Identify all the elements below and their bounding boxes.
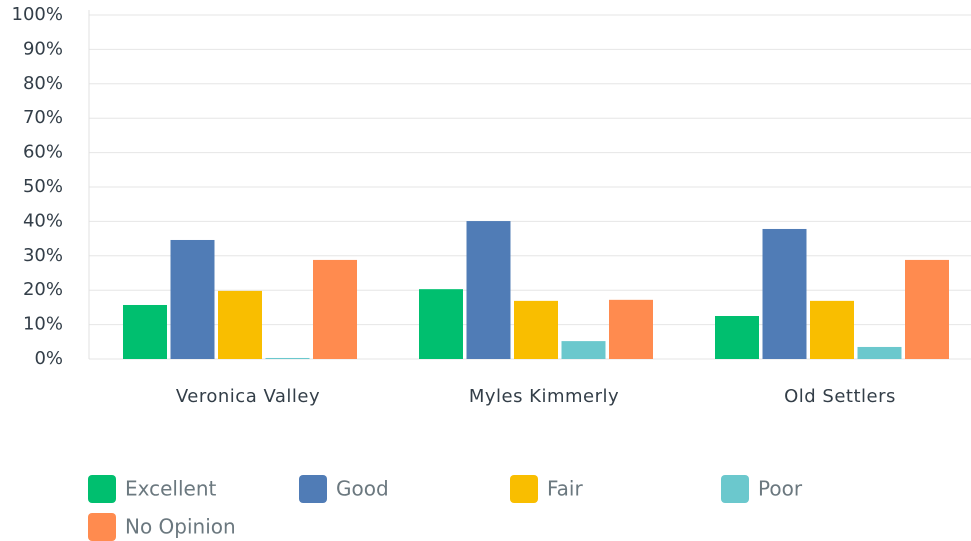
bar [218, 290, 262, 359]
y-tick-label: 60% [23, 142, 63, 163]
legend-swatch [721, 475, 749, 503]
bar [466, 221, 511, 359]
legend-label: No Opinion [125, 515, 236, 539]
x-tick-label: Veronica Valley [176, 386, 320, 407]
bar [313, 259, 357, 359]
bar [810, 300, 854, 359]
bar [857, 346, 902, 359]
y-tick-label: 40% [23, 210, 63, 231]
x-tick-label: Myles Kimmerly [469, 386, 619, 407]
legend-swatch [299, 475, 327, 503]
bar [715, 316, 759, 359]
legend-label: Good [336, 477, 389, 501]
y-tick-label: 50% [23, 176, 63, 197]
bar [514, 300, 558, 359]
legend-swatch [510, 475, 538, 503]
bar [170, 239, 215, 359]
y-tick-label: 100% [12, 4, 63, 25]
y-tick-label: 70% [23, 107, 63, 128]
x-tick-label: Old Settlers [784, 386, 896, 407]
y-tick-label: 80% [23, 73, 63, 94]
bar [561, 341, 606, 359]
y-tick-label: 30% [23, 245, 63, 266]
y-tick-label: 20% [23, 279, 63, 300]
y-tick-label: 10% [23, 314, 63, 335]
legend-label: Fair [547, 477, 583, 501]
bar [123, 304, 167, 359]
bar [609, 299, 653, 359]
y-tick-label: 0% [34, 348, 63, 369]
legend-swatch [88, 513, 116, 541]
legend-label: Poor [758, 477, 803, 501]
bar [419, 289, 463, 359]
y-tick-label: 90% [23, 38, 63, 59]
bar [265, 357, 310, 359]
legend-swatch [88, 475, 116, 503]
bar [762, 228, 807, 359]
legend-label: Excellent [125, 477, 217, 501]
bar [905, 259, 949, 359]
